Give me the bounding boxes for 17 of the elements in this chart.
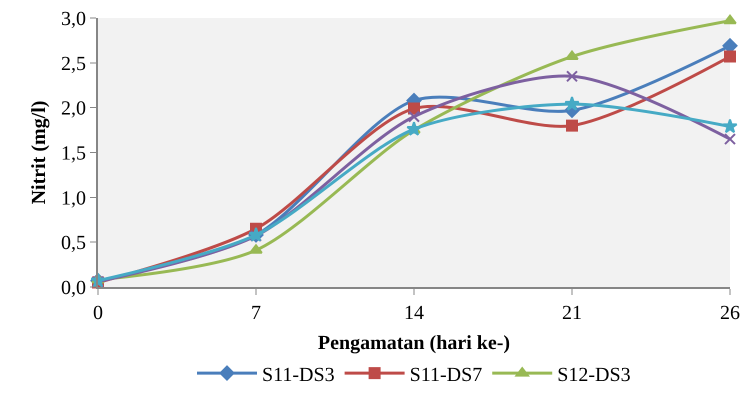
x-tick-label: 7 [251,302,261,324]
legend-label: S11-DS7 [410,364,482,386]
y-tick-label: 3,0 [61,8,86,30]
legend-label: S12-DS3 [557,364,631,386]
y-axis-title: Nitrit (mg/l) [28,100,50,204]
x-tick-label: 26 [720,302,740,324]
y-tick-label: 2,5 [61,52,86,75]
x-axis-title: Pengamatan (hari ke-) [318,332,510,354]
x-tick-label: 14 [404,302,424,324]
y-tick-label: 0,5 [61,232,86,254]
legend-label: S11-DS3 [262,364,335,386]
x-tick-label: 21 [562,302,582,324]
x-tick-label: 0 [93,302,103,324]
y-tick-label: 2,0 [61,98,86,120]
y-tick-label: 1,0 [61,187,86,210]
y-tick-label: 1,5 [61,142,86,164]
y-tick-label: 0,0 [61,277,86,299]
